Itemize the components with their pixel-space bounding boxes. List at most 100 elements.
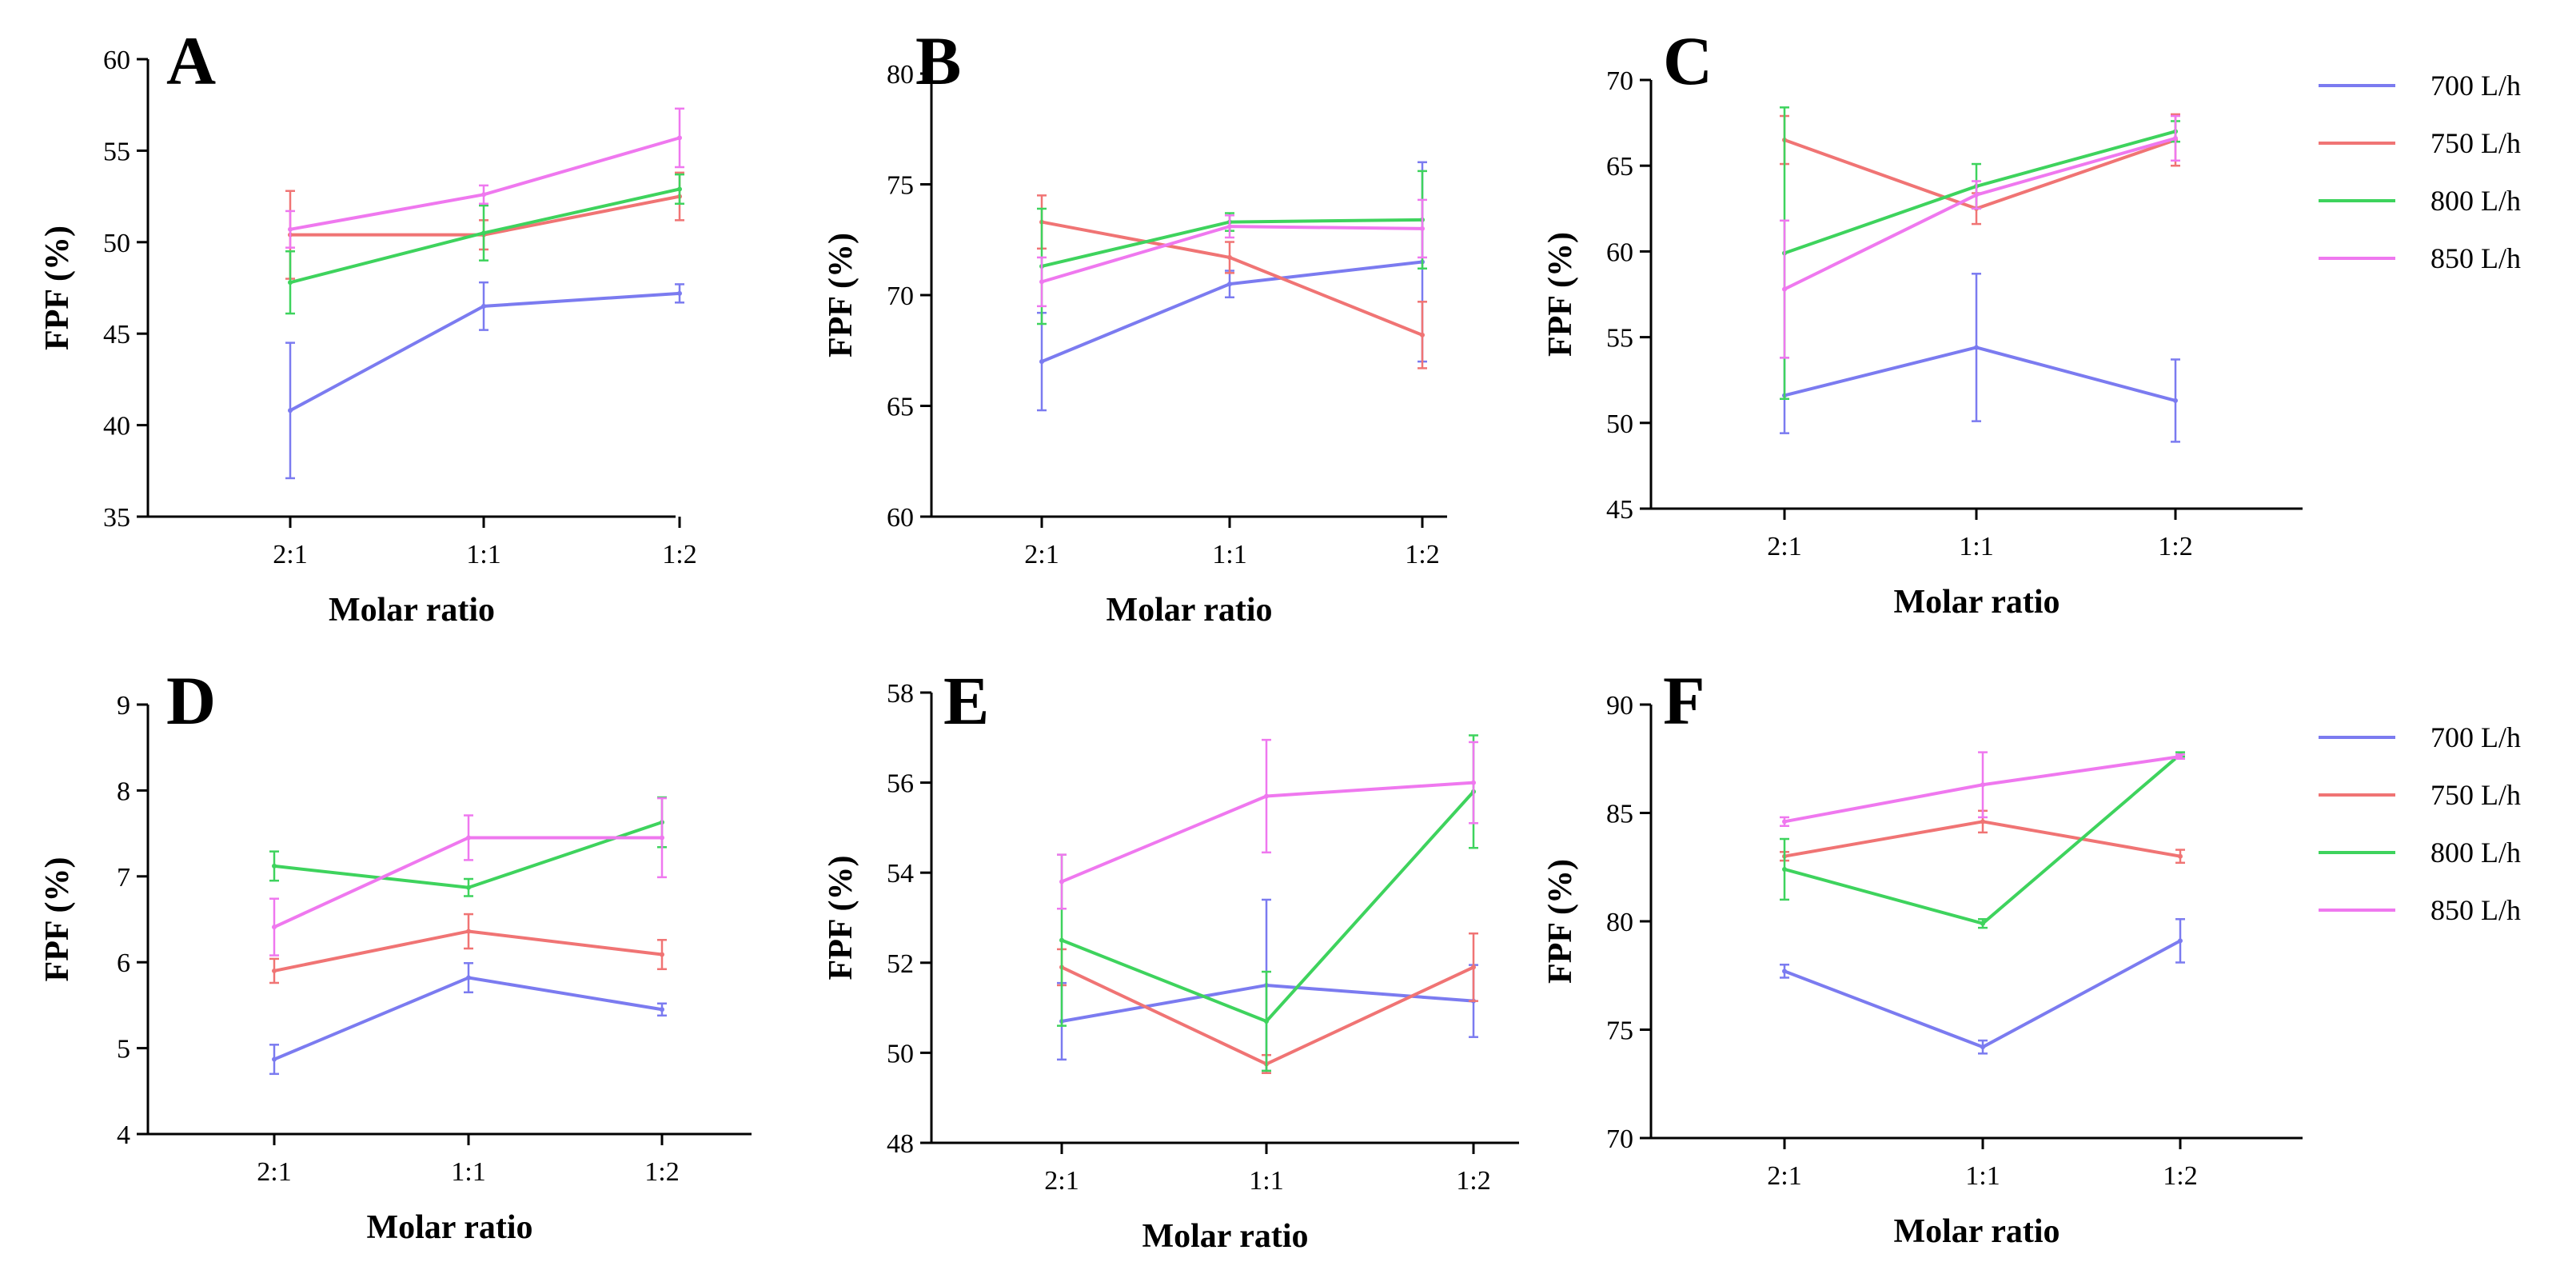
legend-label: 700 L/h [2430,70,2521,102]
legend-item: 750 L/h [2319,779,2521,811]
y-tick-label: 50 [1606,409,1633,439]
x-tick-label: 1:1 [1249,1166,1283,1196]
data-point [272,968,277,973]
data-point [1471,964,1476,970]
y-tick-label: 52 [887,949,914,979]
y-tick-label: 70 [1606,66,1633,96]
series-800-l-h [285,173,684,315]
x-tick-label: 1:2 [1456,1166,1490,1196]
y-tick-label: 9 [117,691,130,721]
y-axis-title: FPF (%) [1542,232,1579,357]
series-850-l-h [1780,751,2185,828]
panel-label: A [166,22,216,99]
legend-item: 700 L/h [2319,70,2521,102]
y-tick-label: 85 [1606,800,1633,829]
data-point [1227,282,1232,287]
series-850-l-h [1057,738,1478,910]
x-axis-title: Molar ratio [1894,584,2060,621]
y-tick-label: 5 [117,1035,130,1064]
chart-panel-d: 4 5 6 7 8 9 2:1 1:1 1:2 Molar ratio FPF (%) D [39,662,752,1246]
x-tick-label: 2:1 [257,1157,291,1187]
x-tick-label: 2:1 [1767,532,1801,561]
series-line [1061,965,1474,1066]
legend-item: 700 L/h [2319,721,2521,753]
data-point [1264,1018,1269,1024]
x-tick-label: 2:1 [1767,1161,1801,1191]
legend-label: 850 L/h [2430,242,2521,274]
legend-label: 750 L/h [2430,779,2521,811]
series-line [1784,939,2181,1049]
y-tick-label: 48 [887,1129,914,1159]
y-tick-label: 90 [1606,691,1633,721]
data-point [1420,226,1425,231]
data-point [660,1007,664,1012]
series-750-l-h [1780,809,2185,865]
data-point [466,835,471,841]
series-line [1041,220,1423,337]
y-tick-label: 70 [1606,1124,1633,1154]
x-tick-label: 1:1 [1212,540,1246,569]
data-point [481,192,486,198]
data-point [466,885,471,890]
data-point [466,975,471,980]
data-point [1264,793,1269,799]
series-800-l-h [1780,751,2185,929]
y-tick-label: 55 [103,137,130,166]
y-axis-title: FPF (%) [1542,859,1579,984]
y-axis-title: FPF (%) [823,233,859,357]
x-tick-label: 1:2 [1405,540,1439,569]
data-point [2173,397,2178,403]
data-point [288,226,293,232]
y-tick-label: 80 [1606,908,1633,937]
data-point [1227,224,1232,230]
legend-label: 700 L/h [2430,721,2521,753]
series-750-l-h [285,171,684,280]
data-point [1980,921,1985,926]
legend-item: 800 L/h [2319,185,2521,217]
data-point [1420,332,1425,337]
data-point [288,280,293,286]
data-point [2178,938,2183,944]
x-tick-label: 2:1 [1044,1166,1079,1196]
y-tick-label: 50 [103,229,130,258]
series-750-l-h [1057,932,1478,1074]
data-point [660,952,664,957]
y-tick-label: 50 [887,1039,914,1068]
series-850-l-h [285,107,684,249]
y-tick-label: 45 [103,320,130,349]
legend-label: 800 L/h [2430,185,2521,217]
x-axis-title: Molar ratio [1894,1213,2060,1250]
y-tick-label: 55 [1606,324,1633,353]
y-tick-label: 60 [1606,238,1633,267]
data-point [272,1056,277,1062]
data-point [677,186,682,192]
series-line [1784,138,2176,210]
chart-panel-e: 48 50 52 54 56 58 2:1 1:1 1:2 Molar ratio FPF (%) E [823,662,1519,1255]
y-tick-label: 75 [887,171,914,201]
y-tick-label: 6 [117,949,130,978]
x-tick-label: 1:1 [1965,1161,2000,1191]
series-750-l-h [1780,113,2180,226]
x-tick-label: 1:2 [644,1157,679,1187]
legend-item: 750 L/h [2319,127,2521,159]
data-point [1039,359,1044,365]
chart-panel-f: 70 75 80 85 90 2:1 1:1 1:2 Molar ratio FPF (%) F [1542,662,2303,1250]
data-point [1782,286,1787,292]
data-point [677,135,682,141]
data-point [1782,819,1787,825]
x-axis-title: Molar ratio [1142,1218,1309,1255]
x-tick-label: 1:2 [2163,1161,2197,1191]
legend-item: 800 L/h [2319,837,2521,869]
data-point [1974,345,1979,350]
data-point [1059,879,1064,885]
series-700-l-h [1780,918,2185,1055]
x-tick-label: 1:1 [466,540,500,569]
legend-item: 850 L/h [2319,242,2521,274]
y-tick-label: 40 [103,412,130,441]
y-tick-label: 4 [117,1120,130,1150]
legend-top: 700 L/h 750 L/h 800 L/h 850 L/h [2319,70,2521,274]
panel-label: E [943,662,989,739]
series-line [1061,983,1474,1023]
y-tick-label: 7 [117,863,130,893]
data-point [466,929,471,934]
